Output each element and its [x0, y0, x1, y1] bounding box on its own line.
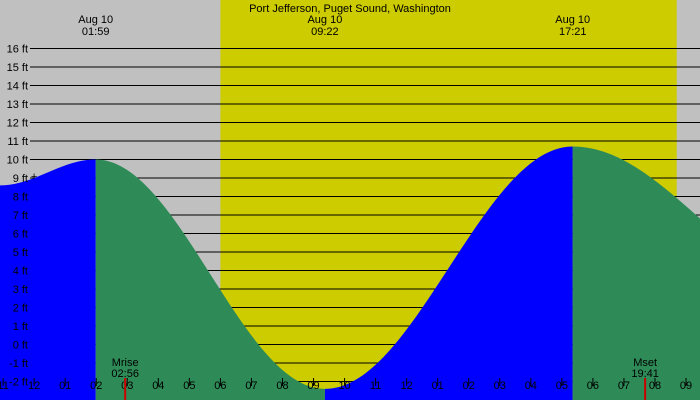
x-tick-label: 12: [28, 380, 40, 392]
extreme-time-label: 17:21: [559, 26, 587, 38]
extreme-date-label: Aug 10: [555, 14, 590, 26]
rising-tide-area: [324, 146, 573, 400]
y-tick-label: 14 ft: [7, 81, 28, 93]
x-tick-label: 06: [214, 380, 226, 392]
x-tick-label: 03: [494, 380, 506, 392]
extreme-time-label: 09:22: [311, 26, 339, 38]
y-tick-label: 0 ft: [13, 340, 28, 352]
falling-tide-area: [572, 146, 700, 400]
moon-event-label: Mset: [633, 357, 657, 369]
y-tick-label: 4 ft: [13, 266, 28, 278]
y-tick-label: 11 ft: [7, 136, 28, 148]
y-tick-label: 7 ft: [13, 210, 28, 222]
x-tick-label: 11: [370, 380, 381, 392]
x-tick-label: 07: [245, 380, 257, 392]
y-tick-label: 2 ft: [13, 303, 28, 315]
y-tick-label: 1 ft: [13, 321, 28, 333]
x-tick-label: 02: [90, 380, 102, 392]
y-tick-label: 8 ft: [13, 192, 28, 204]
extreme-date-label: Aug 10: [307, 14, 342, 26]
y-tick-label: 9 ft: [13, 173, 28, 185]
x-tick-label: 08: [276, 380, 288, 392]
rising-tide-area: [0, 159, 96, 400]
x-tick-label: 06: [587, 380, 599, 392]
x-tick-label: 01: [432, 380, 444, 392]
x-tick-label: 12: [401, 380, 413, 392]
extreme-time-label: 01:59: [82, 26, 110, 38]
x-tick-label: 08: [649, 380, 661, 392]
y-tick-label: 6 ft: [13, 229, 28, 241]
y-tick-label: -1 ft: [9, 358, 28, 370]
y-tick-label: 12 ft: [7, 118, 28, 130]
y-tick-label: 13 ft: [7, 99, 28, 111]
y-tick-label: 15 ft: [7, 62, 28, 74]
x-tick-label: 04: [152, 380, 164, 392]
x-tick-label: 05: [183, 380, 195, 392]
x-tick-label: 03: [121, 380, 133, 392]
y-tick-label: -2 ft: [9, 377, 28, 389]
x-tick-label: 04: [525, 380, 537, 392]
extreme-date-label: Aug 10: [78, 14, 113, 26]
moon-event-time: 02:56: [111, 368, 139, 380]
x-tick-label: 09: [680, 380, 692, 392]
y-tick-label: 3 ft: [13, 284, 28, 296]
falling-tide-area: [95, 159, 325, 400]
x-tick-label: 09: [307, 380, 319, 392]
now-marker: +: [31, 171, 37, 183]
x-tick-label: 10: [338, 380, 350, 392]
moon-event-time: 19:41: [631, 368, 659, 380]
x-tick-label: 02: [463, 380, 475, 392]
y-tick-label: 16 ft: [7, 44, 28, 56]
x-tick-label: 07: [618, 380, 630, 392]
x-tick-label: 11: [0, 380, 9, 392]
y-tick-label: 10 ft: [7, 155, 28, 167]
chart-title: Port Jefferson, Puget Sound, Washington: [249, 3, 451, 15]
moon-event-label: Mrise: [112, 357, 139, 369]
y-tick-label: 5 ft: [13, 247, 28, 259]
x-tick-label: 01: [59, 380, 71, 392]
x-tick-label: 05: [556, 380, 568, 392]
